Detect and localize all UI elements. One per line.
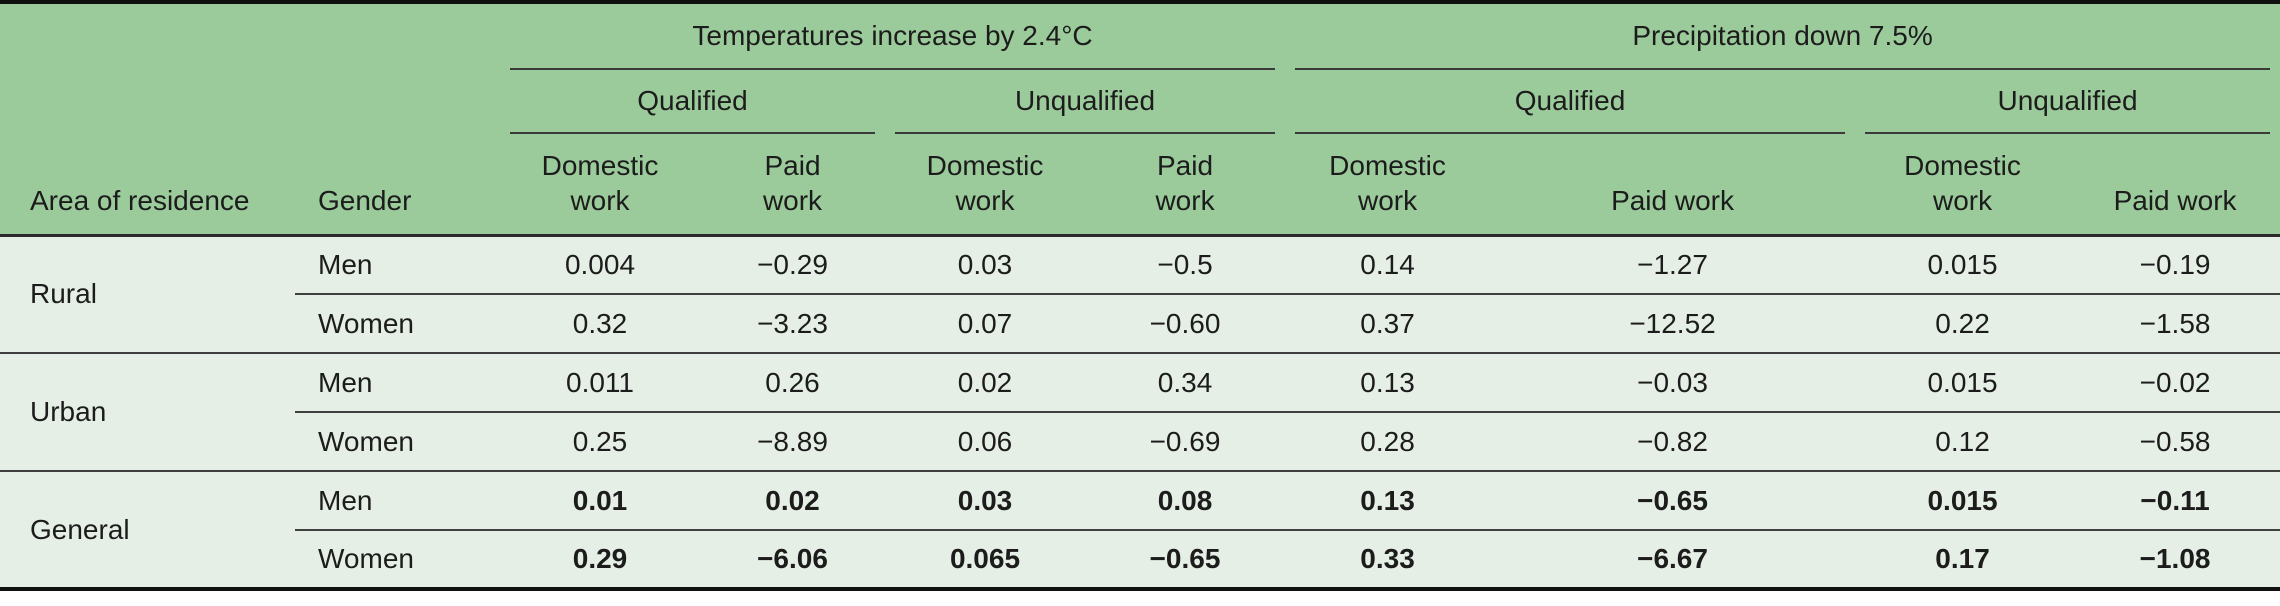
value-cell: 0.02 bbox=[700, 470, 885, 531]
column-header-paid-work: Paid work bbox=[2070, 134, 2280, 237]
value-cell: −0.29 bbox=[700, 235, 885, 295]
column-header-domestic-work: Domestic work bbox=[1855, 134, 2071, 237]
column-header-row: Area of residence Gender Domestic work P… bbox=[0, 134, 2280, 237]
value-cell: 0.03 bbox=[885, 235, 1085, 295]
column-header-domestic-work: Domestic work bbox=[885, 134, 1085, 237]
qualification-header-row: Qualified Unqualified Qualified Unqualif… bbox=[0, 70, 2280, 134]
table-row-urban-women: Women 0.25 −8.89 0.06 −0.69 0.28 −0.82 0… bbox=[0, 412, 2280, 471]
table-row-rural-men: Rural Men 0.004 −0.29 0.03 −0.5 0.14 −1.… bbox=[0, 235, 2280, 353]
table-row-general-women: Women 0.29 −6.06 0.065 −0.65 0.33 −6.67 … bbox=[0, 530, 2280, 589]
column-header-gender: Gender bbox=[295, 134, 500, 237]
value-cell: −1.58 bbox=[2070, 294, 2280, 353]
value-cell: 0.02 bbox=[885, 352, 1085, 413]
value-cell: 0.07 bbox=[885, 294, 1085, 353]
header-corner-cell bbox=[0, 2, 500, 70]
value-cell: −3.23 bbox=[700, 294, 885, 353]
value-cell: 0.015 bbox=[1855, 352, 2071, 413]
gender-cell: Men bbox=[295, 470, 500, 531]
gender-cell: Women bbox=[295, 294, 500, 353]
value-cell: −8.89 bbox=[700, 412, 885, 471]
value-cell: −12.52 bbox=[1490, 294, 1856, 353]
value-cell: 0.32 bbox=[500, 294, 700, 353]
gender-cell: Women bbox=[295, 530, 500, 589]
value-cell: 0.17 bbox=[1855, 530, 2071, 589]
scenario-header-temperature: Temperatures increase by 2.4°C bbox=[500, 2, 1286, 70]
value-cell: 0.08 bbox=[1085, 470, 1286, 531]
area-cell-general: General bbox=[0, 470, 295, 589]
value-cell: 0.12 bbox=[1855, 412, 2071, 471]
gender-cell: Men bbox=[295, 235, 500, 295]
table-row-general-men: General Men 0.01 0.02 0.03 0.08 0.13 −0.… bbox=[0, 470, 2280, 589]
value-cell: 0.37 bbox=[1285, 294, 1491, 353]
area-cell-rural: Rural bbox=[0, 235, 295, 353]
column-header-paid-work: Paid work bbox=[1085, 134, 1286, 237]
value-cell: −0.03 bbox=[1490, 352, 1856, 413]
table-body: Rural Men 0.004 −0.29 0.03 −0.5 0.14 −1.… bbox=[0, 235, 2280, 589]
results-table-container: Temperatures increase by 2.4°C Precipita… bbox=[0, 0, 2280, 591]
value-cell: 0.06 bbox=[885, 412, 1085, 471]
value-cell: −1.08 bbox=[2070, 530, 2280, 589]
scenario-header-precipitation: Precipitation down 7.5% bbox=[1285, 2, 2280, 70]
value-cell: 0.03 bbox=[885, 470, 1085, 531]
value-cell: 0.26 bbox=[700, 352, 885, 413]
qualification-header-prec-qualified: Qualified bbox=[1285, 70, 1856, 134]
header-corner-cell bbox=[0, 70, 500, 134]
value-cell: 0.13 bbox=[1285, 352, 1491, 413]
value-cell: 0.25 bbox=[500, 412, 700, 471]
value-cell: −6.67 bbox=[1490, 530, 1856, 589]
gender-cell: Men bbox=[295, 352, 500, 413]
value-cell: −0.5 bbox=[1085, 235, 1286, 295]
column-header-paid-work: Paid work bbox=[1490, 134, 1856, 237]
value-cell: 0.13 bbox=[1285, 470, 1491, 531]
column-header-domestic-work: Domestic work bbox=[500, 134, 700, 237]
value-cell: −0.69 bbox=[1085, 412, 1286, 471]
value-cell: −0.65 bbox=[1085, 530, 1286, 589]
column-header-area-of-residence: Area of residence bbox=[0, 134, 295, 237]
value-cell: 0.14 bbox=[1285, 235, 1491, 295]
value-cell: 0.01 bbox=[500, 470, 700, 531]
value-cell: −6.06 bbox=[700, 530, 885, 589]
qualification-header-prec-unqualified: Unqualified bbox=[1855, 70, 2280, 134]
value-cell: 0.011 bbox=[500, 352, 700, 413]
table-row-rural-women: Women 0.32 −3.23 0.07 −0.60 0.37 −12.52 … bbox=[0, 294, 2280, 353]
gender-cell: Women bbox=[295, 412, 500, 471]
value-cell: 0.34 bbox=[1085, 352, 1286, 413]
value-cell: 0.004 bbox=[500, 235, 700, 295]
scenario-header-precipitation-label: Precipitation down 7.5% bbox=[1295, 4, 2271, 70]
climate-work-results-table: Temperatures increase by 2.4°C Precipita… bbox=[0, 0, 2280, 591]
value-cell: −1.27 bbox=[1490, 235, 1856, 295]
qualification-header-temp-unqualified: Unqualified bbox=[885, 70, 1286, 134]
value-cell: 0.22 bbox=[1855, 294, 2071, 353]
value-cell: −0.58 bbox=[2070, 412, 2280, 471]
table-row-urban-men: Urban Men 0.011 0.26 0.02 0.34 0.13 −0.0… bbox=[0, 352, 2280, 471]
value-cell: −0.02 bbox=[2070, 352, 2280, 413]
value-cell: 0.29 bbox=[500, 530, 700, 589]
table-header: Temperatures increase by 2.4°C Precipita… bbox=[0, 2, 2280, 237]
value-cell: −0.82 bbox=[1490, 412, 1856, 471]
qualification-header-temp-qualified: Qualified bbox=[500, 70, 885, 134]
value-cell: 0.065 bbox=[885, 530, 1085, 589]
column-header-domestic-work: Domestic work bbox=[1285, 134, 1491, 237]
value-cell: 0.015 bbox=[1855, 235, 2071, 295]
value-cell: 0.28 bbox=[1285, 412, 1491, 471]
value-cell: 0.33 bbox=[1285, 530, 1491, 589]
scenario-header-row: Temperatures increase by 2.4°C Precipita… bbox=[0, 2, 2280, 70]
value-cell: −0.19 bbox=[2070, 235, 2280, 295]
scenario-header-temperature-label: Temperatures increase by 2.4°C bbox=[510, 4, 1276, 70]
value-cell: −0.60 bbox=[1085, 294, 1286, 353]
value-cell: 0.015 bbox=[1855, 470, 2071, 531]
column-header-paid-work: Paid work bbox=[700, 134, 885, 237]
value-cell: −0.65 bbox=[1490, 470, 1856, 531]
value-cell: −0.11 bbox=[2070, 470, 2280, 531]
area-cell-urban: Urban bbox=[0, 352, 295, 471]
